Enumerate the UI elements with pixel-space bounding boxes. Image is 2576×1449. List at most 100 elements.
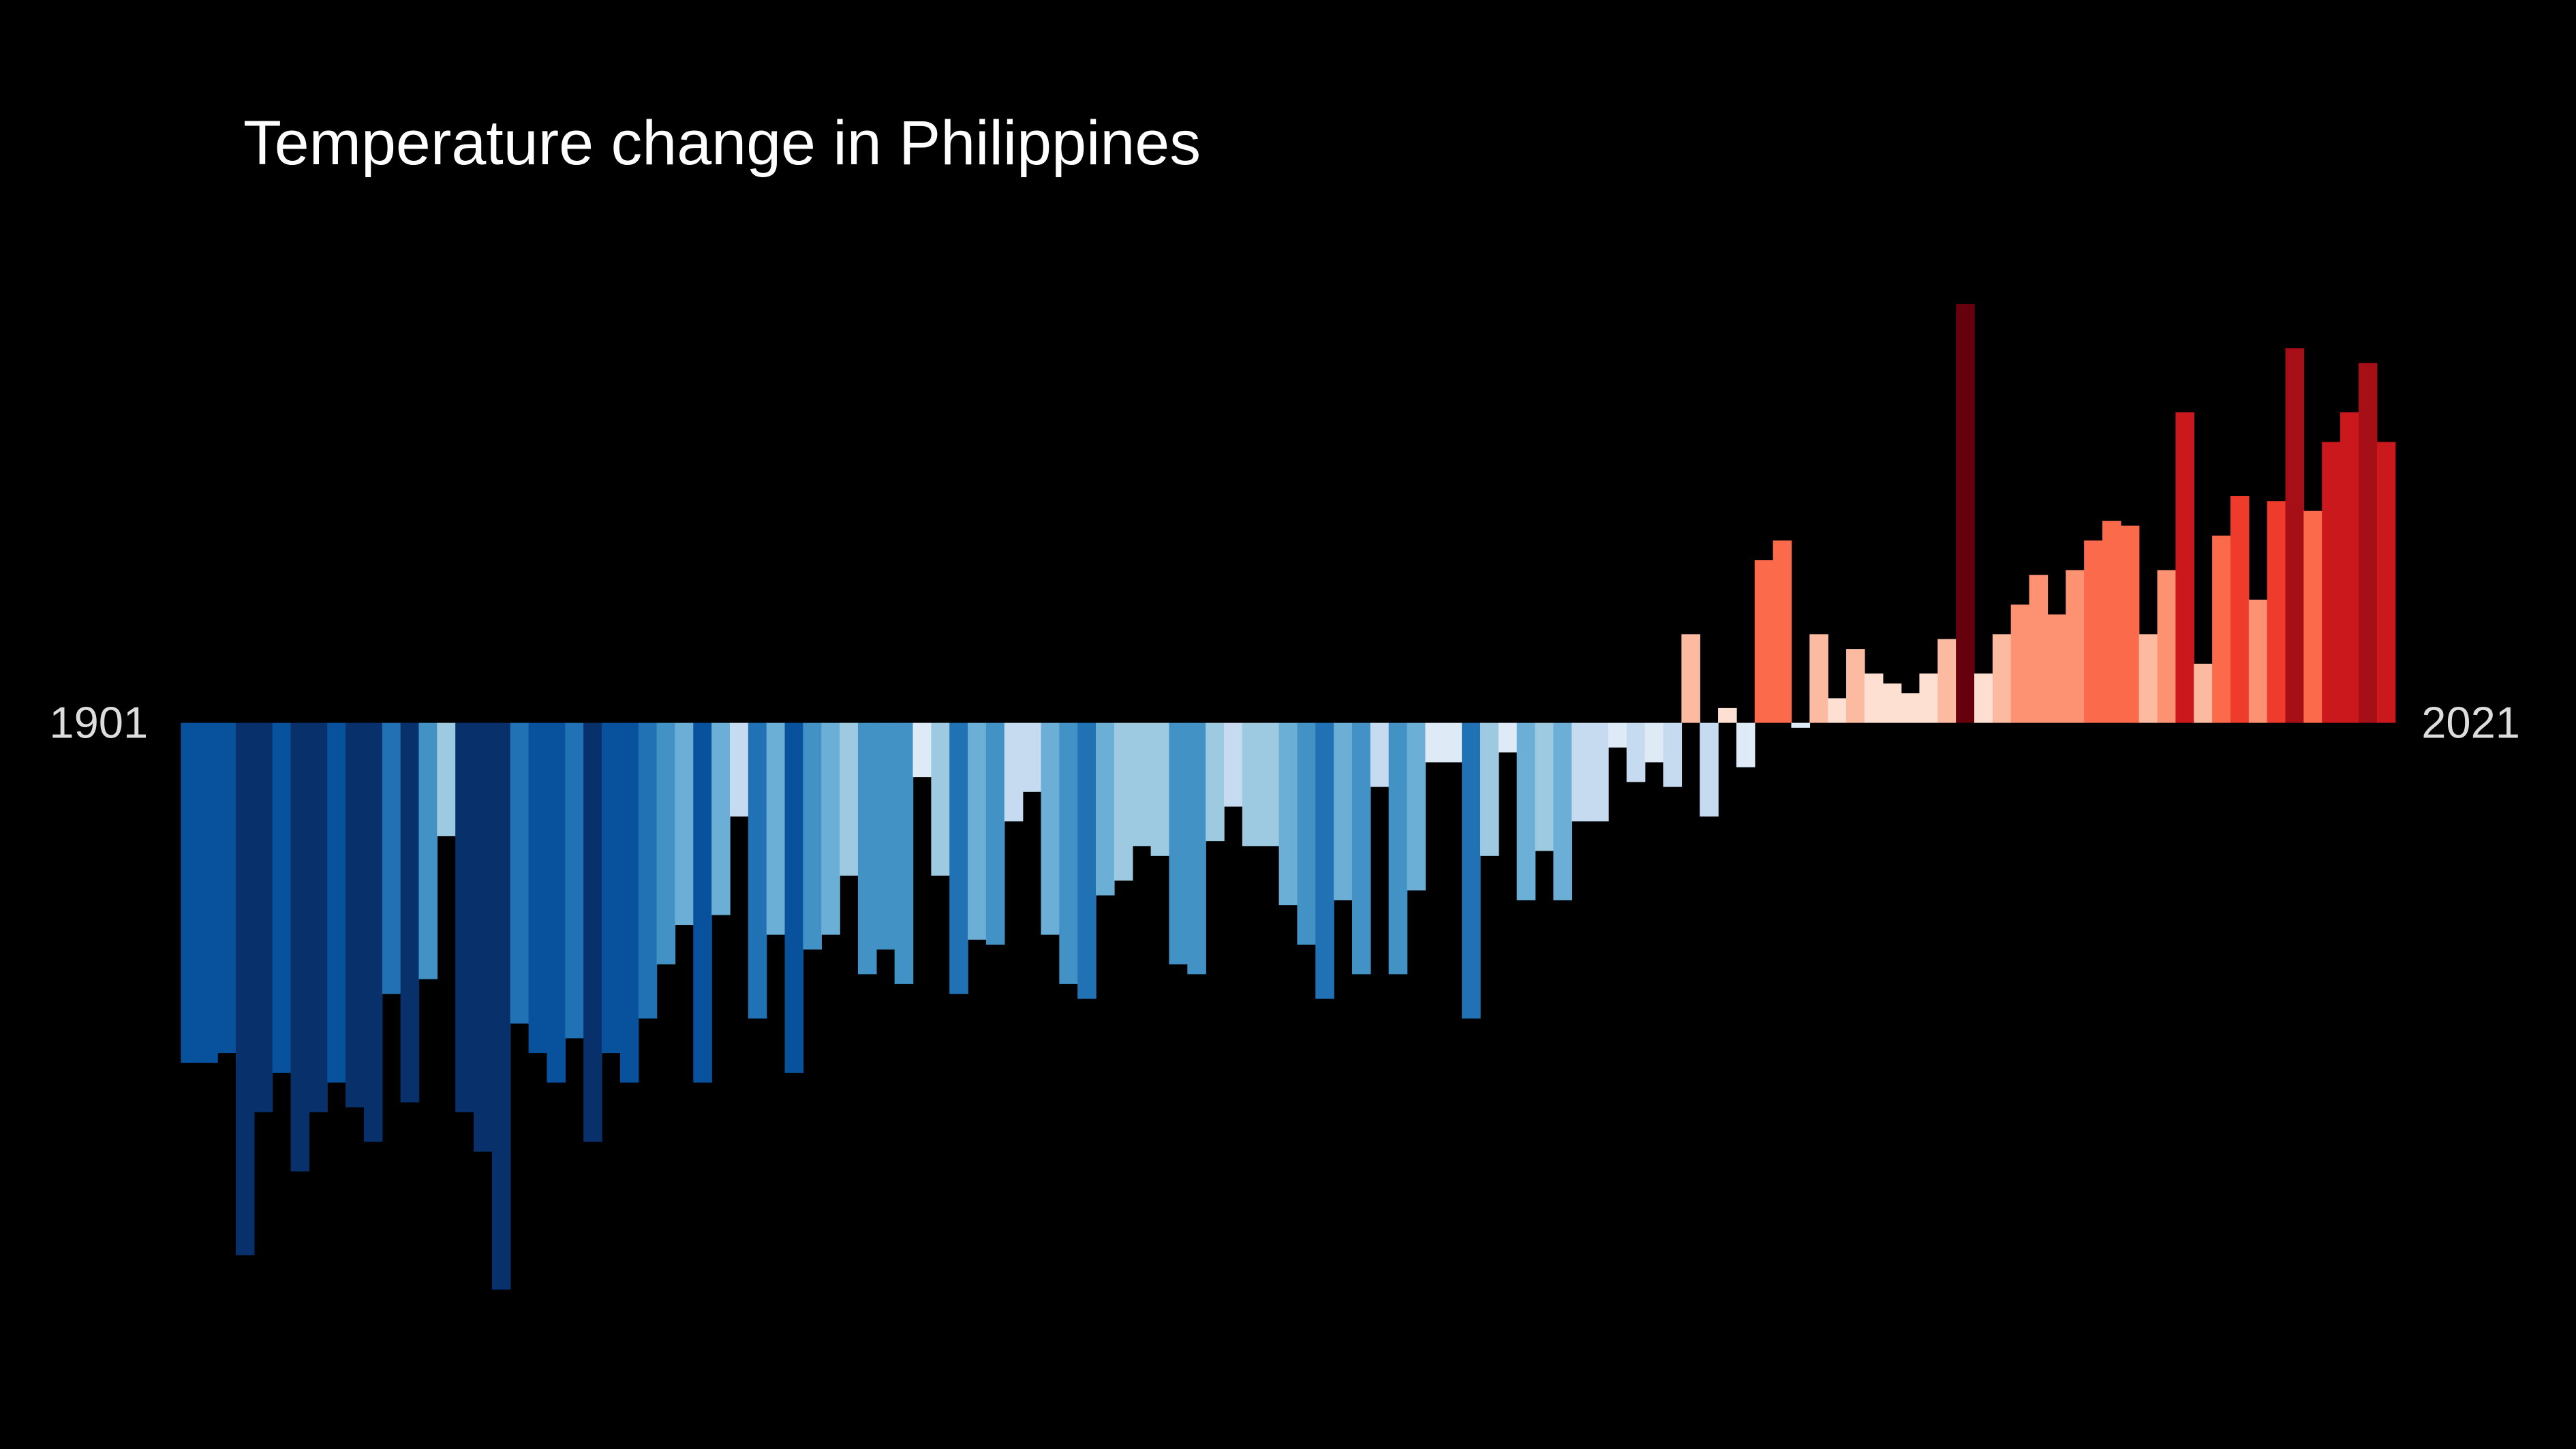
bar (2267, 501, 2286, 723)
bar (1425, 722, 1444, 763)
bar (1278, 722, 1298, 906)
bar (1370, 722, 1390, 787)
bar (803, 722, 822, 950)
bar (254, 722, 273, 1112)
bar (931, 722, 950, 876)
bar (2230, 495, 2250, 723)
bar (2138, 634, 2158, 723)
bar (199, 722, 218, 1063)
x-tick-label: 1901 (49, 698, 148, 748)
bar (1864, 673, 1884, 723)
bar (1407, 722, 1426, 891)
bar (1571, 722, 1591, 822)
bar (1443, 722, 1462, 763)
bar (2285, 348, 2305, 723)
bar (1773, 540, 1792, 723)
bar (1663, 722, 1683, 787)
bar (290, 722, 310, 1172)
bar (968, 722, 987, 940)
bar (1901, 693, 1920, 723)
bar (840, 722, 859, 876)
bar (1114, 722, 1133, 881)
bar (656, 722, 676, 964)
bar (327, 722, 346, 1083)
bar (1736, 722, 1755, 767)
bar (1590, 722, 1609, 822)
bar (1754, 560, 1774, 723)
bar (510, 722, 530, 1024)
bar (1718, 707, 1737, 723)
bar (693, 722, 712, 1083)
bar (2358, 363, 2378, 723)
bar (1992, 634, 2012, 723)
bar (1059, 722, 1078, 984)
bar (638, 722, 658, 1019)
bar (437, 722, 456, 836)
bar (784, 722, 804, 1073)
bar (1462, 722, 1481, 1019)
bar (748, 722, 767, 1019)
bar (2248, 599, 2268, 723)
bar (1700, 722, 1719, 817)
bar (2194, 663, 2213, 723)
bar (1224, 722, 1243, 807)
bar (1791, 722, 1811, 728)
bar (1388, 722, 1408, 975)
bar (1516, 722, 1536, 900)
bar (2157, 570, 2177, 723)
bar (729, 722, 749, 817)
bar (528, 722, 548, 1054)
bar (382, 722, 401, 994)
bar (1956, 303, 1975, 723)
bar (1315, 722, 1334, 999)
bar (1242, 722, 1261, 846)
bar (1498, 722, 1518, 752)
bar (1553, 722, 1572, 900)
bar (309, 722, 328, 1112)
bar (619, 722, 639, 1083)
bar (1809, 634, 1828, 723)
bar (2303, 510, 2322, 723)
bar (2340, 412, 2359, 723)
bar (1004, 722, 1024, 822)
bar (400, 722, 420, 1103)
bar (1041, 722, 1060, 935)
bar (1206, 722, 1225, 842)
bar (1608, 722, 1627, 748)
bar (346, 722, 365, 1108)
bar (2029, 575, 2049, 723)
bar (1351, 722, 1371, 975)
bar (1937, 639, 1957, 723)
bar (2010, 605, 2030, 723)
bar (2084, 540, 2103, 723)
bar (2066, 570, 2085, 723)
bar (876, 722, 895, 950)
bar (1260, 722, 1280, 846)
bar (711, 722, 731, 915)
chart-title: Temperature change in Philippines (243, 108, 1201, 178)
bar (1626, 722, 1646, 782)
bar (1022, 722, 1042, 792)
bar (2120, 525, 2140, 723)
bar (455, 722, 474, 1112)
bar (1919, 673, 1939, 723)
bar (1882, 683, 1902, 723)
bar (1644, 722, 1664, 763)
bar (1828, 698, 1847, 723)
bar (1535, 722, 1554, 851)
bar (894, 722, 914, 984)
bar (1169, 722, 1189, 964)
bar (491, 722, 511, 1290)
bar (857, 722, 877, 975)
bar (601, 722, 621, 1054)
bar (985, 722, 1005, 945)
bar (675, 722, 694, 926)
bar (2212, 535, 2231, 723)
bar (474, 722, 493, 1152)
bar (547, 722, 566, 1083)
bar (583, 722, 602, 1142)
x-tick-label: 2021 (2421, 698, 2520, 748)
bar (2102, 521, 2121, 723)
bar (1479, 722, 1499, 856)
